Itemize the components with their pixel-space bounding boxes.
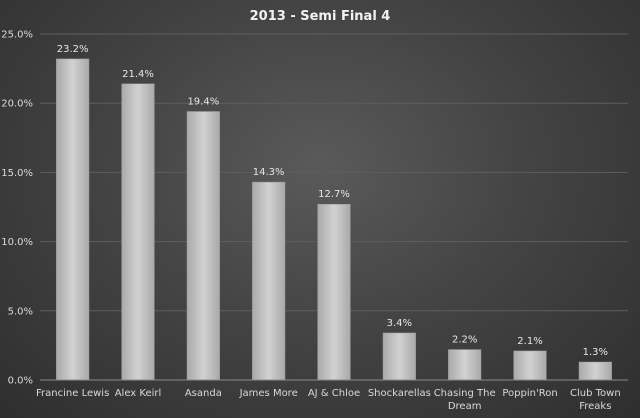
y-tick-label: 20.0% (1, 99, 33, 110)
category-label: Alex Keirl (115, 388, 162, 399)
x-axis-categories: Francine Lewis Alex Keirl Asanda James More… (36, 388, 621, 412)
y-tick-label: 5.0% (8, 306, 33, 317)
category-label: Chasing The Dream (434, 388, 496, 412)
category-label: AJ & Chloe (308, 388, 360, 399)
category-label: Francine Lewis (36, 388, 109, 399)
bars (56, 58, 612, 381)
data-label: 1.3% (583, 347, 608, 358)
bar (448, 349, 482, 381)
y-tick-label: 0.0% (8, 376, 33, 387)
bar (121, 83, 155, 381)
bar (578, 361, 612, 381)
category-label: Asanda (185, 388, 222, 399)
category-label: Shockarellas (368, 388, 431, 399)
data-label: 12.7% (318, 189, 350, 200)
chart-title: 2013 - Semi Final 4 (250, 9, 391, 24)
bar (186, 111, 220, 381)
data-label: 14.3% (253, 167, 285, 178)
data-label: 23.2% (57, 44, 89, 55)
bar (56, 58, 90, 381)
bar (317, 203, 351, 381)
data-label: 3.4% (387, 318, 412, 329)
category-label: Club Town Freaks (570, 388, 621, 412)
bar (382, 332, 416, 381)
y-tick-label: 25.0% (1, 30, 33, 41)
data-labels: 23.2% 21.4% 19.4% 14.3% 12.7% 3.4% 2.2% 2.1% 1.3… (57, 44, 608, 358)
category-label: James More (239, 388, 298, 399)
y-tick-label: 15.0% (1, 168, 33, 179)
bar (252, 181, 286, 381)
data-label: 21.4% (122, 69, 154, 80)
y-tick-label: 10.0% (1, 237, 33, 248)
category-label: Poppin'Ron (502, 388, 557, 399)
data-label: 19.4% (187, 97, 219, 108)
data-label: 2.2% (452, 335, 477, 346)
data-label: 2.1% (517, 336, 542, 347)
bar (513, 350, 547, 381)
y-axis-ticks: 0.0% 5.0% 10.0% 15.0% 20.0% 25.0% (1, 30, 33, 387)
